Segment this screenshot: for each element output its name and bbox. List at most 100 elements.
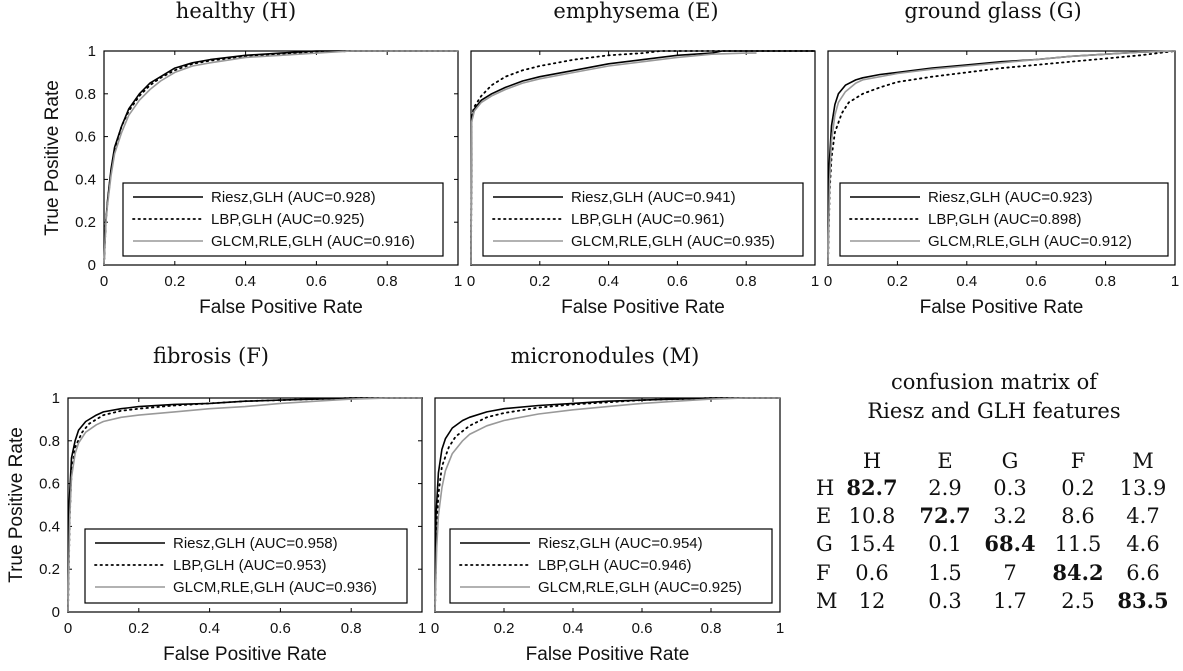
confusion-matrix-cell: 10.8 [849, 504, 896, 528]
legend-entry: Riesz,GLH (AUC=0.958) [173, 535, 338, 552]
confusion-matrix-cell: 11.5 [1055, 532, 1102, 556]
confusion-matrix-col-header: F [1071, 449, 1086, 473]
x-tick-label: 0 [467, 273, 475, 290]
confusion-matrix-row-header: H [816, 476, 834, 500]
x-tick-label: 1 [776, 620, 784, 637]
x-axis-label: False Positive Rate [561, 297, 725, 318]
confusion-matrix-col-header: M [1132, 449, 1154, 473]
x-tick-label: 1 [1171, 273, 1179, 290]
legend-entry: LBP,GLH (AUC=0.961) [571, 211, 725, 228]
roc-panel-3: ground glass (G) 0 0.2 0.4 0.6 0.8 1 False Posi… [824, 0, 1179, 318]
legend-entry: Riesz,GLH (AUC=0.928) [211, 189, 376, 206]
legend-entry: Riesz,GLH (AUC=0.941) [571, 189, 736, 206]
panel-title: micronodules (M) [511, 344, 700, 368]
confusion-matrix-cell: 2.5 [1061, 589, 1094, 613]
confusion-matrix-cell: 83.5 [1117, 588, 1168, 613]
confusion-matrix-title: Riesz and GLH features [867, 399, 1120, 423]
confusion-matrix-cell: 82.7 [846, 475, 897, 500]
legend-entry: LBP,GLH (AUC=0.925) [211, 211, 365, 228]
roc-series-line [827, 50, 1176, 266]
x-tick-label: 0.2 [494, 620, 515, 637]
x-tick-label: 0.4 [235, 273, 256, 290]
confusion-matrix-cell: 6.6 [1126, 561, 1159, 585]
confusion-matrix-cell: 12 [859, 589, 886, 613]
confusion-matrix-cell: 68.4 [984, 531, 1035, 556]
confusion-matrix-cell: 72.7 [919, 503, 970, 528]
y-tick-label: 0.4 [75, 171, 96, 188]
confusion-matrix-col-header: G [1002, 449, 1019, 473]
confusion-matrix-cell: 3.2 [993, 504, 1026, 528]
confusion-matrix-row-header: M [816, 589, 838, 613]
y-tick-label: 0.2 [39, 561, 60, 578]
confusion-matrix-col-header: H [863, 449, 881, 473]
x-tick-label: 0.6 [1026, 273, 1047, 290]
roc-panel-2: emphysema (E) 0 0.2 0.4 0.6 0.8 1 False Positiv… [467, 0, 819, 318]
confusion-matrix-cell: 2.9 [928, 476, 961, 500]
x-tick-label: 0.6 [306, 273, 327, 290]
confusion-matrix-cell: 0.3 [928, 589, 961, 613]
x-tick-label: 0.2 [887, 273, 908, 290]
x-tick-label: 0.8 [1095, 273, 1116, 290]
x-tick-label: 0.6 [667, 273, 688, 290]
x-tick-label: 0.2 [164, 273, 185, 290]
legend-entry: GLCM,RLE,GLH (AUC=0.935) [571, 233, 775, 250]
confusion-matrix-title: confusion matrix of [891, 370, 1099, 394]
x-tick-label: 1 [811, 273, 819, 290]
legend-entry: GLCM,RLE,GLH (AUC=0.925) [538, 579, 742, 596]
confusion-matrix-cell: 0.3 [993, 476, 1026, 500]
y-tick-label: 0.4 [39, 518, 60, 535]
x-tick-label: 1 [454, 273, 462, 290]
plot-frame [827, 50, 1176, 266]
x-tick-label: 0.4 [598, 273, 619, 290]
confusion-matrix-cell: 15.4 [849, 532, 896, 556]
legend-entry: GLCM,RLE,GLH (AUC=0.936) [173, 579, 377, 596]
y-tick-label: 0 [88, 257, 96, 274]
y-tick-label: 1 [52, 390, 60, 407]
legend-entry: LBP,GLH (AUC=0.953) [173, 557, 327, 574]
x-tick-label: 0.4 [956, 273, 977, 290]
x-tick-label: 1 [418, 620, 426, 637]
legend-entry: LBP,GLH (AUC=0.946) [538, 557, 692, 574]
x-tick-label: 0 [64, 620, 72, 637]
roc-series-line [827, 50, 1176, 266]
legend-entry: LBP,GLH (AUC=0.898) [928, 211, 1082, 228]
roc-series-line [103, 50, 458, 266]
x-tick-label: 0.4 [563, 620, 584, 637]
plot-frame [434, 397, 781, 613]
roc-panel-4: fibrosis (F) 0 0.2 0.4 0.6 0.8 1 0 0.2 0.4 0.6 0.8 1… [6, 344, 426, 665]
x-tick-label: 0.2 [529, 273, 550, 290]
panel-title: healthy (H) [176, 0, 296, 23]
roc-series-line [470, 50, 815, 266]
roc-panel-1: healthy (H) 0 0.2 0.4 0.6 0.8 1 0 0.2 0.4 0.6 0.8 1 F… [42, 0, 462, 318]
confusion-matrix-cell: 4.6 [1126, 532, 1159, 556]
x-tick-label: 0.8 [736, 273, 757, 290]
panel-title: ground glass (G) [904, 0, 1081, 23]
x-tick-label: 0.8 [377, 273, 398, 290]
roc-series-line [470, 52, 757, 266]
x-axis-label: False Positive Rate [199, 297, 363, 318]
x-tick-label: 0 [431, 620, 439, 637]
plot-frame [67, 397, 423, 613]
y-tick-label: 0.6 [75, 129, 96, 146]
x-tick-label: 0.8 [341, 620, 362, 637]
confusion-matrix-cell: 84.2 [1052, 560, 1103, 585]
x-tick-label: 0 [100, 273, 108, 290]
x-axis-label: False Positive Rate [163, 644, 327, 665]
confusion-matrix-cell: 0.1 [928, 532, 961, 556]
confusion-matrix-row-header: E [816, 504, 831, 528]
x-tick-label: 0.8 [701, 620, 722, 637]
confusion-matrix-cell: 1.5 [928, 561, 961, 585]
roc-series-line [67, 397, 422, 613]
x-tick-label: 0.6 [270, 620, 291, 637]
confusion-matrix-col-header: E [937, 449, 952, 473]
x-axis-label: False Positive Rate [526, 644, 690, 665]
roc-panel-5: micronodules (M) 0 0.2 0.4 0.6 0.8 1 False Posi… [431, 344, 784, 665]
legend-box [449, 528, 773, 604]
y-axis-label: True Positive Rate [42, 80, 63, 236]
legend-entry: Riesz,GLH (AUC=0.954) [538, 535, 703, 552]
roc-series-line [434, 397, 780, 613]
y-tick-label: 0.6 [39, 476, 60, 493]
panel-title: emphysema (E) [553, 0, 718, 23]
y-tick-label: 0 [52, 604, 60, 621]
